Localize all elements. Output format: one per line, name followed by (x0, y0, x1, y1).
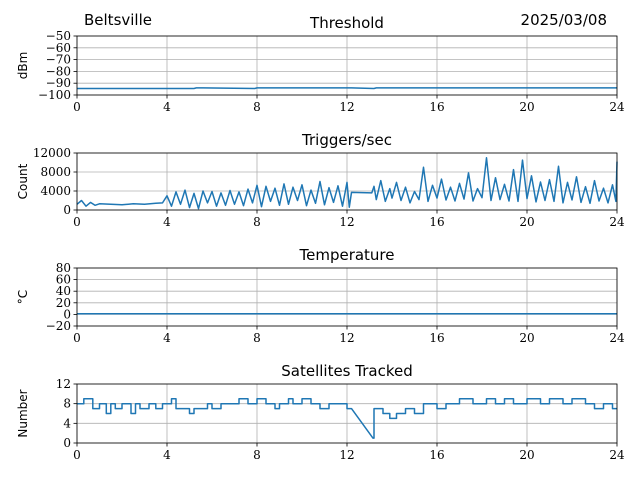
threshold-panel: 0 4 8 12 16 20 24 −100−90−80−70−60−50 Threshold d… (16, 14, 625, 114)
x-tick-label: 0 (73, 448, 81, 462)
y-tick-label: 0 (63, 436, 71, 450)
y-tick-label: 60 (56, 273, 71, 287)
y-tick-label: 4000 (40, 184, 71, 198)
x-tick-label: 8 (253, 331, 261, 345)
x-tick-label: 0 (73, 215, 81, 229)
y-tick-label: 4 (63, 416, 71, 430)
temperature-title: Temperature (298, 246, 394, 264)
x-tick-label: 24 (609, 448, 625, 462)
y-tick-label: −70 (46, 53, 71, 67)
y-tick-label: −80 (46, 64, 71, 78)
threshold-series-line (77, 87, 617, 90)
x-tick-label: 20 (519, 331, 534, 345)
y-tick-label: 8 (63, 397, 71, 411)
x-tick-label: 16 (429, 331, 444, 345)
satellites-title: Satellites Tracked (281, 362, 412, 380)
y-tick-label: 0 (63, 203, 71, 217)
x-tick-label: 8 (253, 215, 261, 229)
x-tick-label: 0 (73, 100, 81, 114)
x-tick-label: 4 (163, 448, 171, 462)
x-tick-label: 4 (163, 331, 171, 345)
triggers-title: Triggers/sec (301, 131, 392, 149)
y-tick-label: −50 (46, 29, 71, 43)
y-tick-label: 20 (56, 296, 71, 310)
x-tick-label: 16 (429, 215, 444, 229)
y-tick-label: 12000 (33, 146, 71, 160)
triggers-panel: 0 4 8 12 16 20 24 0 4000 8000 12000 Triggers/sec Cou… (16, 131, 625, 229)
report-date: 2025/03/08 (520, 11, 607, 29)
temperature-ylabel: °C (16, 290, 30, 304)
x-tick-label: 20 (519, 448, 534, 462)
triggers-ylabel: Count (16, 163, 30, 199)
x-tick-label: 20 (519, 215, 534, 229)
y-tick-label: −60 (46, 41, 71, 55)
y-tick-label: 0 (63, 307, 71, 321)
x-tick-label: 16 (429, 100, 444, 114)
x-tick-label: 0 (73, 331, 81, 345)
x-tick-label: 8 (253, 448, 261, 462)
y-tick-label: −100 (38, 88, 71, 102)
station-location: Beltsville (84, 11, 152, 29)
x-tick-label: 24 (609, 215, 625, 229)
satellites-panel: 0 4 8 12 16 20 24 0 4 8 12 Satellites Tracked Number (16, 362, 625, 462)
y-tick-label: −90 (46, 76, 71, 90)
y-tick-label: 12 (56, 377, 71, 391)
y-tick-label: 80 (56, 261, 71, 275)
y-tick-label: −20 (46, 319, 71, 333)
triggers-series-line (76, 157, 618, 210)
x-tick-label: 12 (339, 331, 354, 345)
x-tick-label: 12 (339, 100, 354, 114)
x-tick-label: 8 (253, 100, 261, 114)
x-tick-label: 4 (163, 215, 171, 229)
x-tick-label: 12 (339, 215, 354, 229)
satellites-series-line (77, 398, 617, 439)
x-tick-label: 20 (519, 100, 534, 114)
x-tick-label: 4 (163, 100, 171, 114)
satellites-ylabel: Number (16, 389, 30, 437)
threshold-title: Threshold (309, 14, 384, 32)
x-tick-label: 12 (339, 448, 354, 462)
y-tick-label: 8000 (40, 165, 71, 179)
x-tick-label: 24 (609, 100, 625, 114)
x-tick-label: 16 (429, 448, 444, 462)
threshold-ylabel: dBm (16, 52, 30, 80)
x-tick-label: 24 (609, 331, 625, 345)
y-tick-label: 40 (56, 284, 71, 298)
